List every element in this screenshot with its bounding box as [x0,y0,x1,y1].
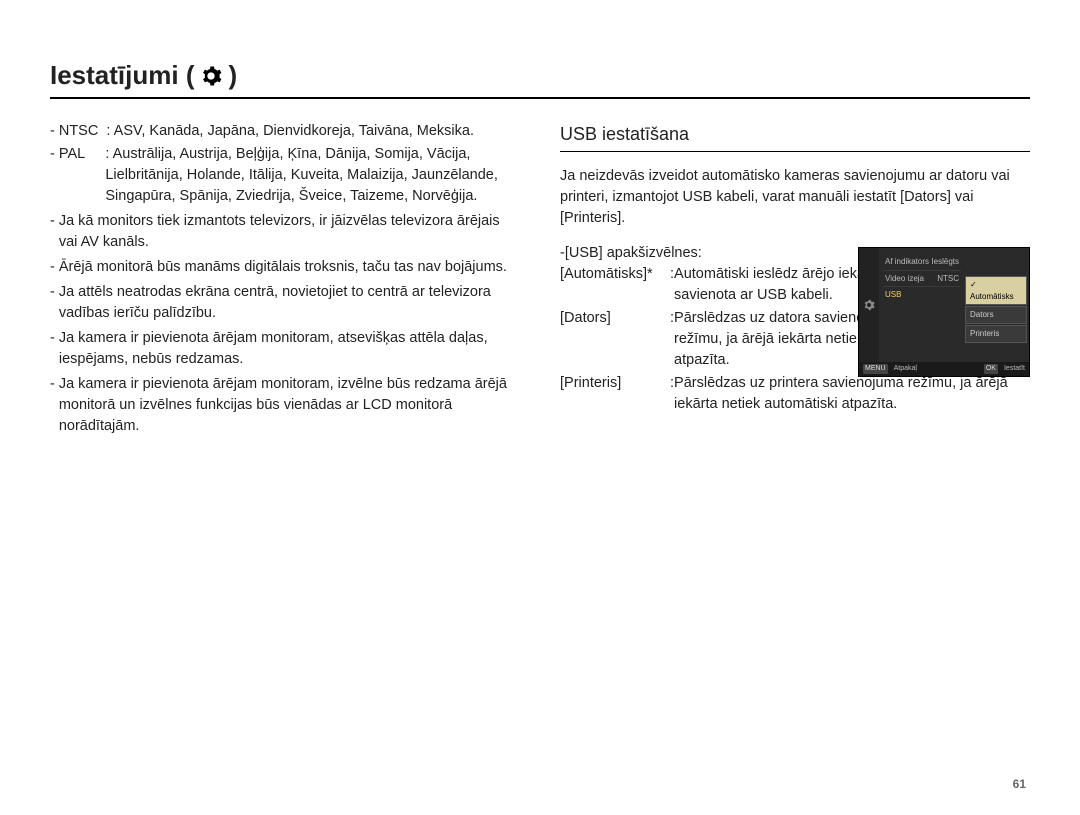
pal-text: : Austrālija, Austrija, Beļģija, Ķīna, D… [105,144,520,207]
bullet-row: - Ārējā monitorā būs manāms digitālais t… [50,257,520,278]
bullet-row: - Ja kamera ir pievienota ārējam monitor… [50,374,520,437]
pal-label: - PAL [50,144,85,207]
usb-item-label: [Dators] [560,308,670,371]
usb-item-label: [Automātisks]* [560,264,670,306]
page-number: 61 [1013,777,1026,791]
bullet-text: Ārējā monitorā būs manāms digitālais tro… [59,257,507,278]
usb-heading: USB iestatīšana [560,121,1030,152]
bullet-row: - Ja kamera ir pievienota ārējam monitor… [50,328,520,370]
camera-menu-popup: ✓ AutomātisksDatorsPrinteris [965,276,1027,362]
camera-popup-option: ✓ Automātisks [965,276,1027,305]
pal-row: - PAL : Austrālija, Austrija, Beļģija, Ķ… [50,144,520,207]
bullet-text: Ja kamera ir pievienota ārējam monitoram… [59,374,520,437]
camera-popup-option: Dators [965,306,1027,324]
camera-row: USB [883,287,961,303]
camera-menu-footer: MENU Atpakaļ OK Iestatīt [859,362,1029,376]
bullet-row: - Ja attēls neatrodas ekrāna centrā, nov… [50,282,520,324]
usb-item-label: [Printeris] [560,373,670,415]
bullet-text: Ja kā monitors tiek izmantots televizors… [59,211,520,253]
usb-intro: Ja neizdevās izveidot automātisko kamera… [560,166,1030,229]
title-close: ) [228,60,237,91]
ntsc-label: - NTSC [50,121,98,142]
page-title: Iestatījumi ( ) [50,60,1030,99]
bullet-text: Ja kamera ir pievienota ārējam monitoram… [59,328,520,370]
usb-item-desc: Pārslēdzas uz printera savienojuma režīm… [674,373,1030,415]
menu-back-btn: MENU [863,364,888,374]
camera-menu-rows: Af indikatorsIeslēgtsVideo izejaNTSCUSB [879,248,965,362]
ntsc-row: - NTSC : ASV, Kanāda, Japāna, Dienvidkor… [50,121,520,142]
camera-row: Af indikatorsIeslēgts [883,254,961,271]
camera-popup-option: Printeris [965,325,1027,343]
usb-item-row: [Printeris] : Pārslēdzas uz printera sav… [560,373,1030,415]
left-column: - NTSC : ASV, Kanāda, Japāna, Dienvidkor… [50,121,520,437]
camera-left-icons [859,248,879,362]
title-text: Iestatījumi ( [50,60,194,91]
camera-row: Video izejaNTSC [883,271,961,288]
right-column: USB iestatīšana Ja neizdevās izveidot au… [560,121,1030,437]
gear-icon [200,65,222,87]
camera-menu-screenshot: Af indikatorsIeslēgtsVideo izejaNTSCUSB … [858,247,1030,377]
ntsc-text: : ASV, Kanāda, Japāna, Dienvidkoreja, Ta… [106,121,474,142]
menu-back-label: Atpakaļ [894,364,917,374]
menu-ok-btn: OK [984,364,998,374]
bullet-text: Ja attēls neatrodas ekrāna centrā, novie… [59,282,520,324]
menu-ok-label: Iestatīt [1004,364,1025,374]
bullet-row: - Ja kā monitors tiek izmantots televizo… [50,211,520,253]
